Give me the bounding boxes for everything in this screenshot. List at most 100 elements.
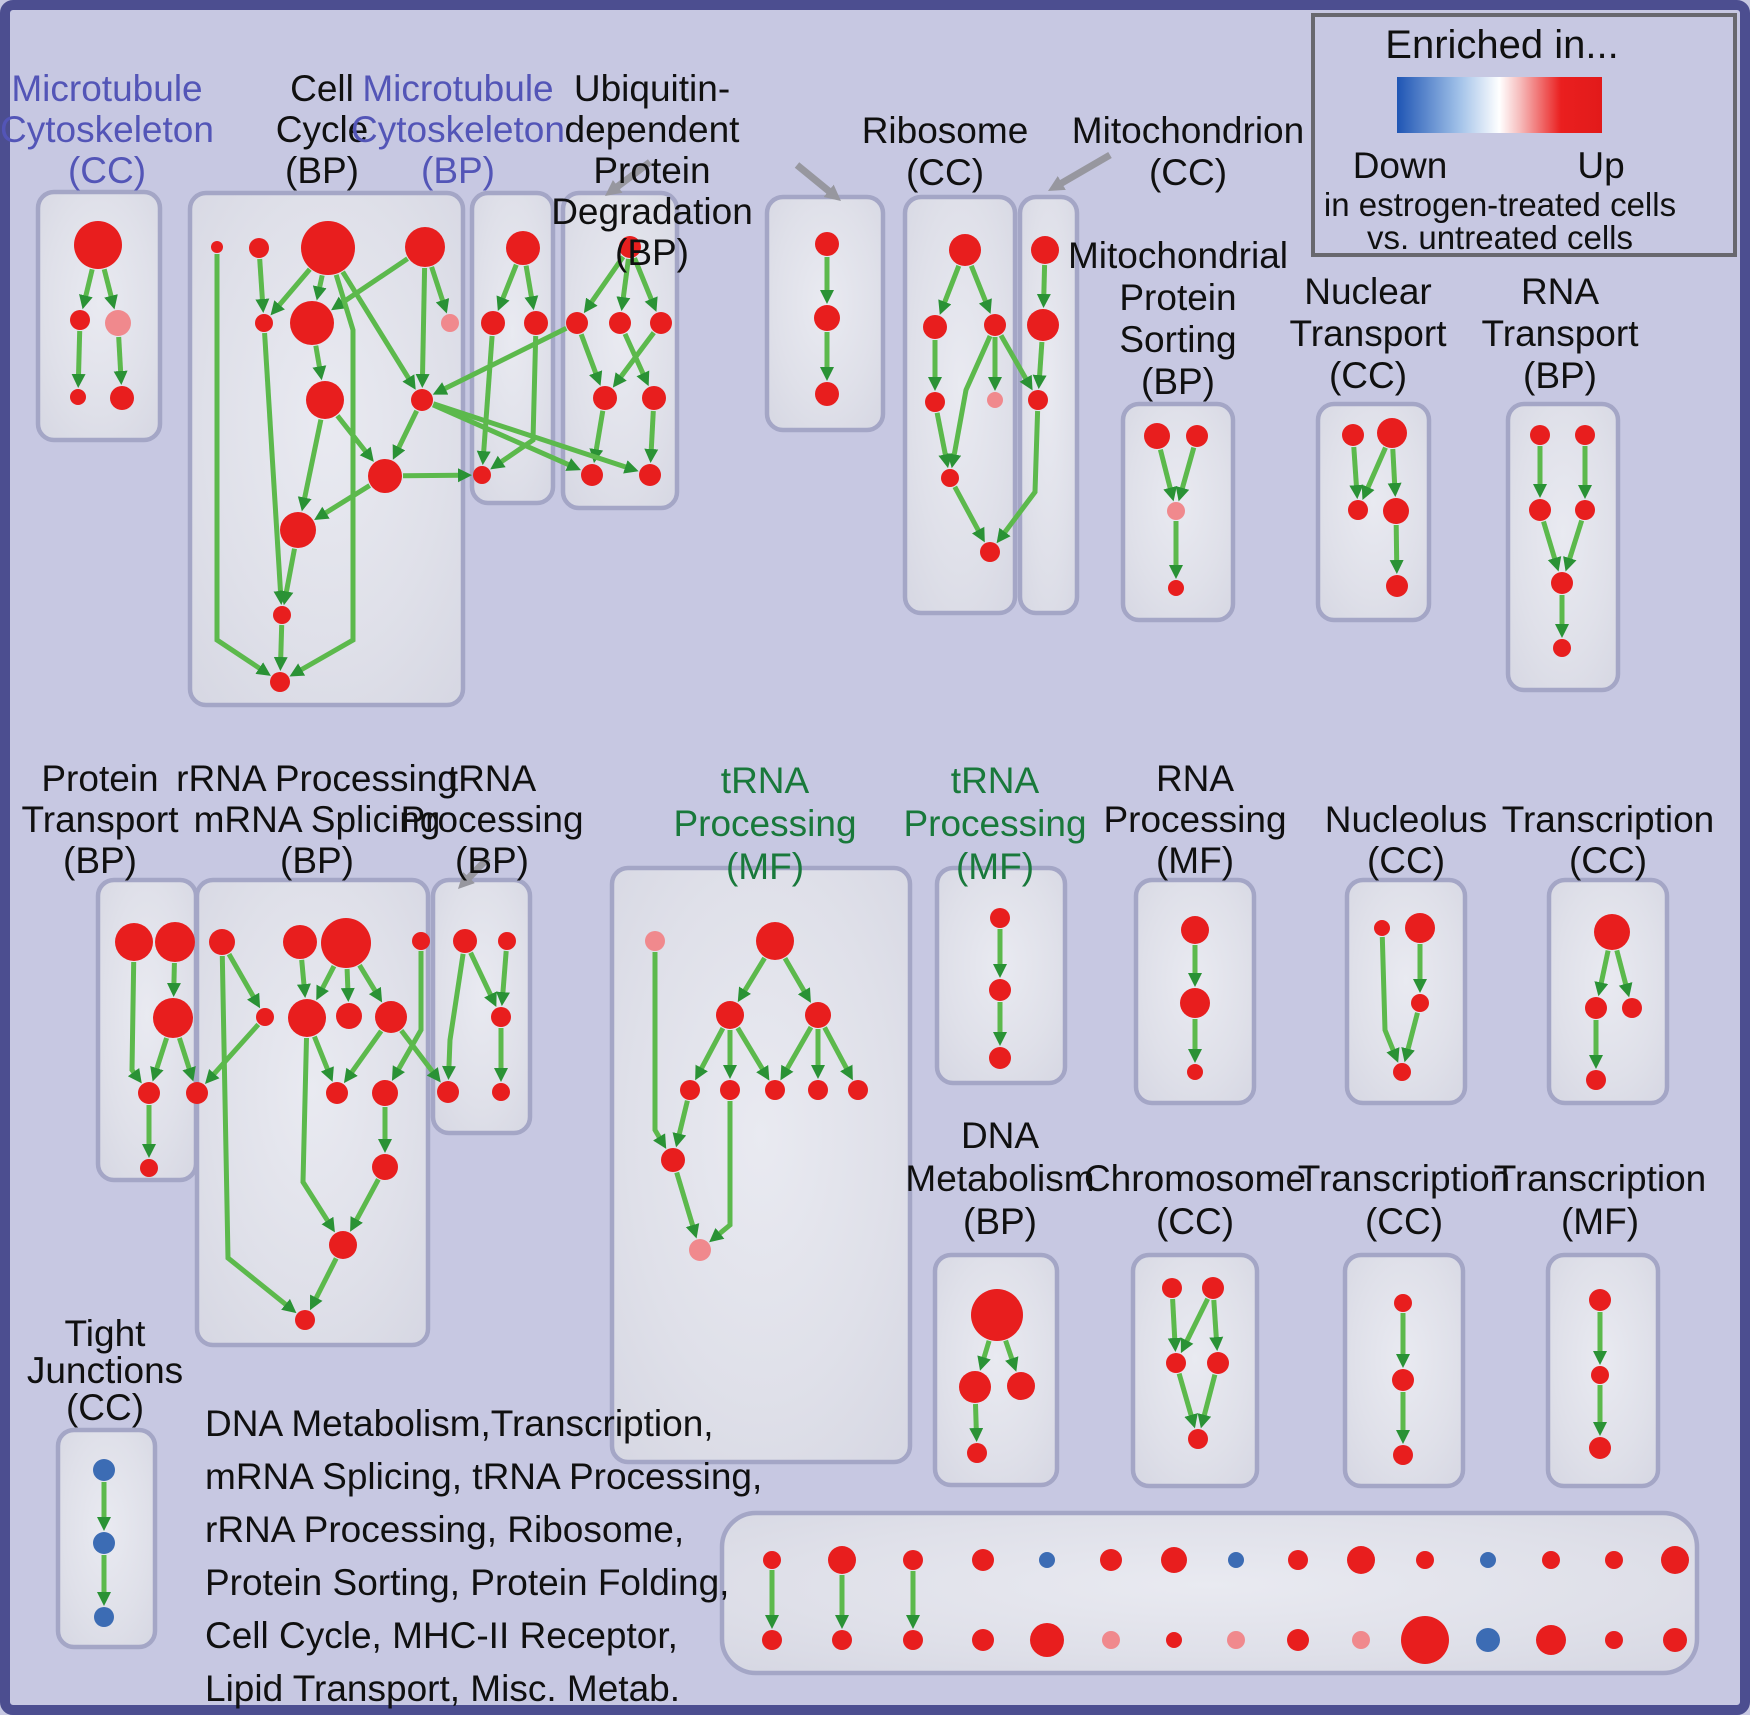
cluster-box-dna-metabolism (932, 1252, 1060, 1488)
legend-up-label: Up (1577, 145, 1624, 186)
node (1228, 1552, 1244, 1568)
edge-microtubule-bp (476, 335, 495, 466)
node (1166, 1632, 1182, 1648)
edge-rrna (340, 968, 355, 1002)
node (832, 1630, 852, 1650)
node (987, 392, 1003, 408)
cluster-label-transcription-cc-bottom: (CC) (1365, 1201, 1443, 1242)
merged-clusters-text: Cell Cycle, MHC-II Receptor, (205, 1615, 678, 1656)
node (815, 232, 839, 256)
edge-cross (996, 410, 1041, 544)
merged-clusters-text: DNA Metabolism,Transcription, (205, 1403, 714, 1444)
node (1168, 580, 1184, 596)
node (1031, 236, 1059, 264)
edge-trna-mf-large (672, 1100, 690, 1148)
edge-ubiquitin (583, 255, 626, 314)
cluster-box-nucleolus (1344, 877, 1468, 1106)
node (720, 1080, 740, 1100)
cluster-label-mps: (BP) (1141, 361, 1215, 402)
node (972, 1629, 994, 1651)
edge-cross (998, 334, 1033, 391)
edge-protein-transport (127, 961, 142, 1084)
node (306, 381, 344, 419)
cluster-label-tight-junctions: (CC) (66, 1387, 144, 1428)
node (949, 234, 981, 266)
node (972, 1549, 994, 1571)
node (1186, 425, 1208, 447)
edge-cross (402, 468, 472, 483)
node (689, 1239, 711, 1261)
edge-cell-cycle (297, 419, 324, 512)
node (609, 312, 631, 334)
node (211, 241, 223, 253)
node (1575, 425, 1595, 445)
edge-microtubule-bp (496, 263, 519, 311)
edge-microtubule-bp (523, 265, 539, 311)
cluster-label-trna-mf-large: tRNA (721, 760, 810, 801)
edge-ribosome (968, 264, 992, 314)
cluster-label-chromosome: (CC) (1156, 1201, 1234, 1242)
node (1605, 1631, 1623, 1649)
edge-trna-bp (441, 953, 466, 1080)
node (1167, 502, 1185, 520)
cluster-label-microtubule-cc: (CC) (68, 150, 146, 191)
cluster-label-ubiquitin: Degradation (551, 191, 753, 232)
cluster-label-protein-transport: Transport (22, 799, 180, 840)
merged-clusters-text: Protein Sorting, Protein Folding, (205, 1562, 729, 1603)
edge-trna-bp (468, 951, 497, 1008)
node (1589, 1437, 1611, 1459)
node (756, 922, 794, 960)
cluster-label-ubiquitin: Ubiquitin- (574, 68, 730, 109)
node (441, 314, 459, 332)
node (1536, 1625, 1566, 1655)
edge-trna-mf-large (780, 1025, 814, 1081)
cluster-label-transcription-cc-mid: (CC) (1569, 840, 1647, 881)
cluster-label-rrna: rRNA Processing (176, 758, 458, 799)
edge-cell-cycle (415, 267, 430, 388)
node (372, 1154, 398, 1180)
edge-ubiquitin (589, 410, 606, 464)
cluster-label-rrna: (BP) (280, 840, 354, 881)
cluster-label-nucleolus: Nucleolus (1325, 799, 1487, 840)
edge-cell-cycle (273, 624, 288, 671)
edge-microtubule-cc (79, 268, 95, 310)
merged-clusters-text: Lipid Transport, Misc. Metab. (205, 1668, 680, 1709)
edge-microtubule-cc (113, 336, 128, 385)
node (808, 1080, 828, 1100)
node (295, 1310, 315, 1330)
node (680, 1080, 700, 1100)
node (1027, 309, 1059, 341)
cluster-box-microtubule-cc (35, 189, 163, 443)
edge-rrna (343, 1029, 384, 1084)
node (140, 1159, 158, 1177)
node (1166, 1353, 1186, 1373)
edge-nuclear-transport (1361, 446, 1388, 500)
edge-cell-cycle (279, 548, 297, 606)
node (368, 459, 402, 493)
node (989, 979, 1011, 1001)
edge-cell-cycle (392, 409, 419, 460)
cluster-box-transcription-cc-mid (1546, 877, 1670, 1106)
node (498, 932, 516, 950)
node (1102, 1631, 1120, 1649)
edge-mps (1157, 448, 1177, 502)
cluster-label-rna-processing-mf: Processing (1103, 799, 1286, 840)
node (155, 922, 195, 962)
node (74, 221, 122, 269)
edge-cross (431, 402, 581, 471)
edge-rrna (226, 952, 261, 1009)
node (280, 512, 316, 548)
edge-cell-cycle (312, 274, 327, 301)
edge-dna-metabolism (977, 1340, 992, 1371)
node (1162, 1278, 1182, 1298)
node (1622, 998, 1642, 1018)
node (1181, 916, 1209, 944)
edge-nucleolus (1379, 936, 1400, 1063)
edge-cell-cycle (255, 258, 270, 313)
cluster-label-ubiquitin: (BP) (615, 232, 689, 273)
node (1227, 1631, 1245, 1649)
node (642, 386, 666, 410)
edge-cell-cycle (312, 345, 327, 381)
node (984, 314, 1006, 336)
edge-chromosome (1197, 1373, 1218, 1429)
